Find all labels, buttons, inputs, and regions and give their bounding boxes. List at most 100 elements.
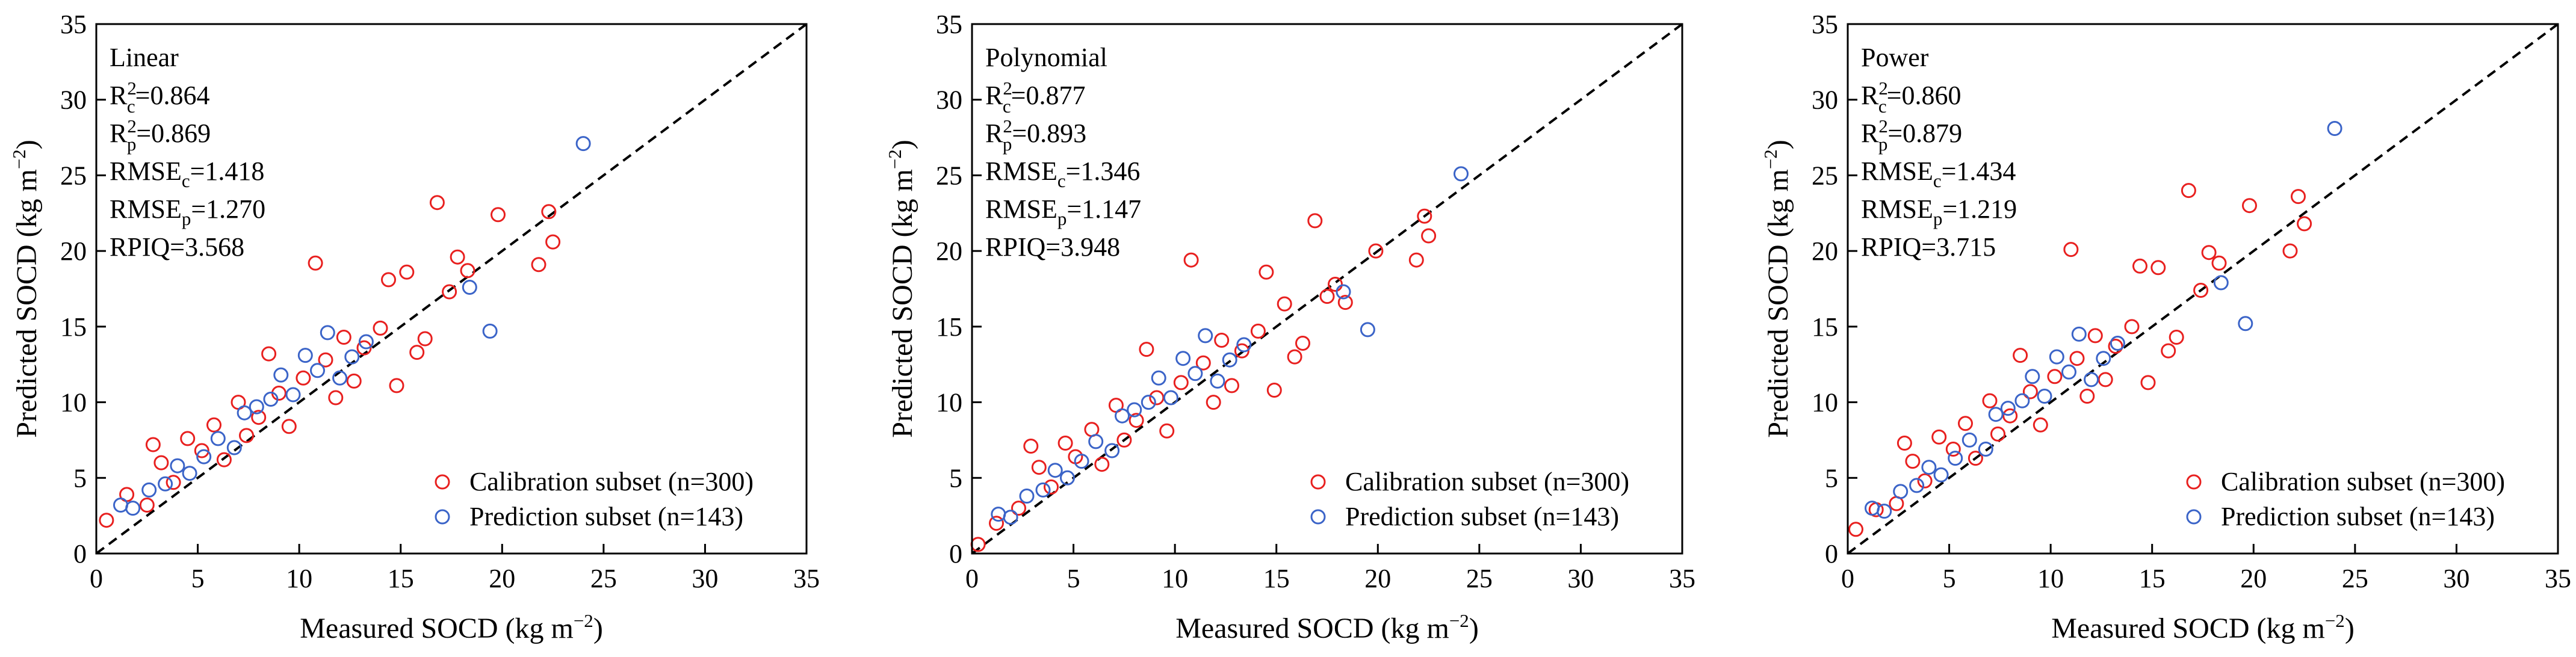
calibration-point — [429, 195, 445, 211]
x-tick-label: 25 — [2342, 564, 2368, 593]
stat-value: =1.270 — [191, 194, 265, 224]
prediction-point — [1151, 370, 1166, 386]
prediction-point — [575, 136, 591, 152]
prediction-point — [462, 280, 477, 295]
calibration-point — [1116, 432, 1132, 448]
prediction-point — [2049, 349, 2064, 365]
calibration-point — [1287, 349, 1302, 365]
calibration-point — [442, 284, 457, 300]
prediction-point — [310, 363, 325, 378]
stat-superscript: 2 — [127, 78, 137, 99]
stat-annotation: R2 p=0.869 — [110, 116, 211, 155]
calibration-point — [2047, 369, 2063, 384]
y-tick-label: 20 — [1812, 236, 1838, 266]
x-axis-label-close: ) — [1469, 612, 1479, 644]
y-tick-label: 35 — [1812, 10, 1838, 39]
stat-superscript: 2 — [1003, 116, 1012, 137]
prediction-point — [1877, 504, 1892, 519]
prediction-point — [1454, 166, 1469, 182]
x-axis-label-exponent: −2 — [574, 610, 593, 631]
calibration-point — [2169, 330, 2184, 345]
x-tick-label: 5 — [1943, 564, 1956, 593]
calibration-point — [1931, 429, 1947, 445]
model-name: Linear — [110, 43, 179, 72]
legend: Calibration subset (n=300) Prediction sub… — [1310, 467, 1629, 531]
calibration-point — [296, 370, 311, 386]
prediction-point — [1019, 489, 1035, 504]
prediction-point — [2238, 316, 2253, 332]
prediction-point — [1088, 434, 1104, 449]
calibration-point — [1319, 289, 1335, 304]
y-tick-label: 0 — [949, 539, 962, 569]
x-tick-label: 10 — [1162, 564, 1188, 593]
prediction-point — [2061, 364, 2076, 380]
x-tick-label: 10 — [286, 564, 312, 593]
calibration-point — [166, 475, 181, 490]
prediction-point — [1909, 478, 1925, 493]
calibration-point — [2063, 242, 2079, 258]
prediction-point — [210, 431, 226, 446]
x-tick-label: 25 — [590, 564, 617, 593]
calibration-point — [2193, 283, 2209, 298]
x-tick-label: 0 — [1841, 564, 1854, 593]
stat-subscript: p — [127, 134, 137, 155]
stat-base: R — [1861, 119, 1879, 148]
stat-value: =1.418 — [190, 156, 265, 186]
prediction-point — [1988, 407, 2004, 422]
prediction-point — [1222, 352, 1237, 368]
x-axis-label-text: Measured SOCD (kg m — [2051, 612, 2325, 644]
model-name: Polynomial — [985, 43, 1107, 72]
prediction-point — [196, 449, 212, 464]
prediction-point — [1961, 432, 1977, 448]
prediction-point — [1978, 442, 1993, 457]
y-axis-label-close: ) — [11, 140, 43, 149]
calibration-point — [1266, 383, 1282, 398]
calibration-point — [2098, 372, 2113, 387]
stat-annotation: RMSEp=1.147 — [985, 194, 1141, 229]
y-tick-label: 0 — [1825, 539, 1838, 569]
prediction-point — [263, 392, 279, 407]
model-name: Power — [1861, 43, 1929, 72]
legend-calibration-marker — [435, 474, 450, 490]
y-tick-label: 10 — [936, 388, 962, 418]
calibration-point — [1259, 264, 1274, 280]
reference-line-1-1 — [1847, 23, 2559, 555]
calibration-point — [2150, 260, 2166, 276]
calibration-point — [1057, 436, 1073, 451]
x-tick-label: 30 — [2443, 564, 2469, 593]
stat-base: RMSE — [1861, 156, 1933, 186]
calibration-point — [1968, 451, 1983, 466]
y-tick-label: 15 — [1812, 312, 1838, 342]
stat-subscript: c — [1878, 96, 1887, 117]
y-tick-label: 30 — [60, 85, 87, 115]
calibration-point — [2181, 183, 2196, 199]
prediction-point — [2025, 369, 2040, 384]
stat-base: R — [1861, 81, 1879, 110]
plot-frame — [95, 23, 808, 555]
calibration-point — [1139, 342, 1154, 357]
x-tick-label: 5 — [1067, 564, 1080, 593]
stat-value: =3.715 — [1921, 232, 1996, 262]
calibration-point — [356, 340, 372, 356]
y-axis-label-text: Predicted SOCD (kg m — [11, 169, 43, 438]
calibration-point — [1958, 416, 1973, 431]
legend-prediction-marker — [435, 509, 450, 525]
calibration-point — [1234, 343, 1249, 359]
stat-value: =0.893 — [1012, 119, 1086, 148]
calibration-point — [1206, 395, 1221, 410]
stat-superscript: 2 — [1878, 78, 1888, 99]
y-tick-label: 30 — [936, 85, 962, 115]
y-tick-label: 35 — [936, 10, 962, 39]
stat-base: RPIQ — [110, 232, 170, 262]
x-tick-label: 30 — [692, 564, 718, 593]
prediction-point — [182, 466, 197, 481]
calibration-point — [1917, 473, 1933, 489]
calibration-point — [2282, 243, 2298, 259]
calibration-point — [180, 431, 196, 446]
calibration-point — [2002, 408, 2018, 424]
stat-superscript: 2 — [1003, 78, 1012, 99]
prediction-point — [2037, 389, 2052, 404]
plot-frame — [1847, 23, 2559, 555]
calibration-point — [1173, 375, 1189, 390]
calibration-point — [1195, 355, 1211, 371]
